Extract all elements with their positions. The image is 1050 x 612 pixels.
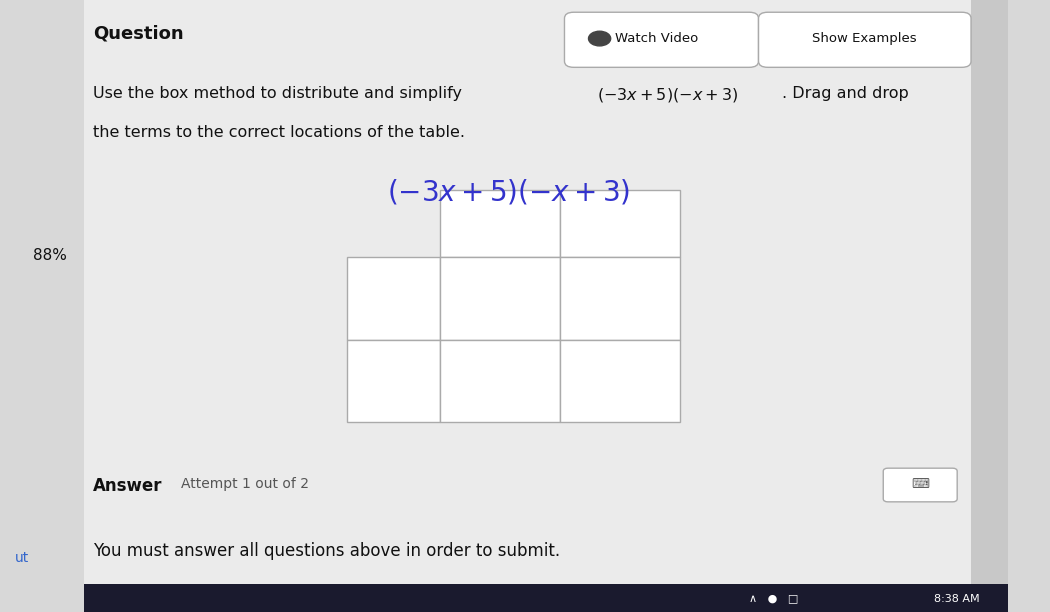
- Bar: [560, 340, 680, 422]
- Bar: [84, 584, 1008, 612]
- Text: Watch Video: Watch Video: [615, 32, 698, 45]
- Bar: [560, 257, 680, 340]
- Bar: [348, 340, 440, 422]
- FancyBboxPatch shape: [84, 0, 1008, 612]
- Text: ⌨: ⌨: [911, 478, 929, 491]
- Text: You must answer all questions above in order to submit.: You must answer all questions above in o…: [93, 542, 561, 559]
- Text: 8:38 AM: 8:38 AM: [934, 594, 980, 603]
- Text: ∧   ●   □: ∧ ● □: [750, 594, 799, 603]
- Bar: [348, 257, 440, 340]
- Text: Use the box method to distribute and simplify: Use the box method to distribute and sim…: [93, 86, 462, 101]
- Text: Attempt 1 out of 2: Attempt 1 out of 2: [181, 477, 309, 491]
- Text: $(-3x+5)(-x+3)$: $(-3x+5)(-x+3)$: [596, 86, 738, 103]
- Bar: [440, 340, 560, 422]
- Bar: [440, 190, 560, 257]
- FancyBboxPatch shape: [565, 12, 758, 67]
- Text: Show Examples: Show Examples: [813, 32, 917, 45]
- Bar: [560, 190, 680, 257]
- Text: 88%: 88%: [34, 248, 67, 263]
- FancyBboxPatch shape: [883, 468, 958, 502]
- Text: Question: Question: [93, 24, 184, 42]
- Bar: [971, 0, 1008, 612]
- Text: Answer: Answer: [93, 477, 163, 495]
- Bar: [440, 257, 560, 340]
- Text: . Drag and drop: . Drag and drop: [781, 86, 908, 101]
- FancyBboxPatch shape: [758, 12, 971, 67]
- Text: the terms to the correct locations of the table.: the terms to the correct locations of th…: [93, 125, 465, 141]
- Text: $(-3x+5)(-x+3)$: $(-3x+5)(-x+3)$: [387, 177, 631, 206]
- Text: ut: ut: [15, 551, 29, 565]
- Circle shape: [588, 31, 611, 46]
